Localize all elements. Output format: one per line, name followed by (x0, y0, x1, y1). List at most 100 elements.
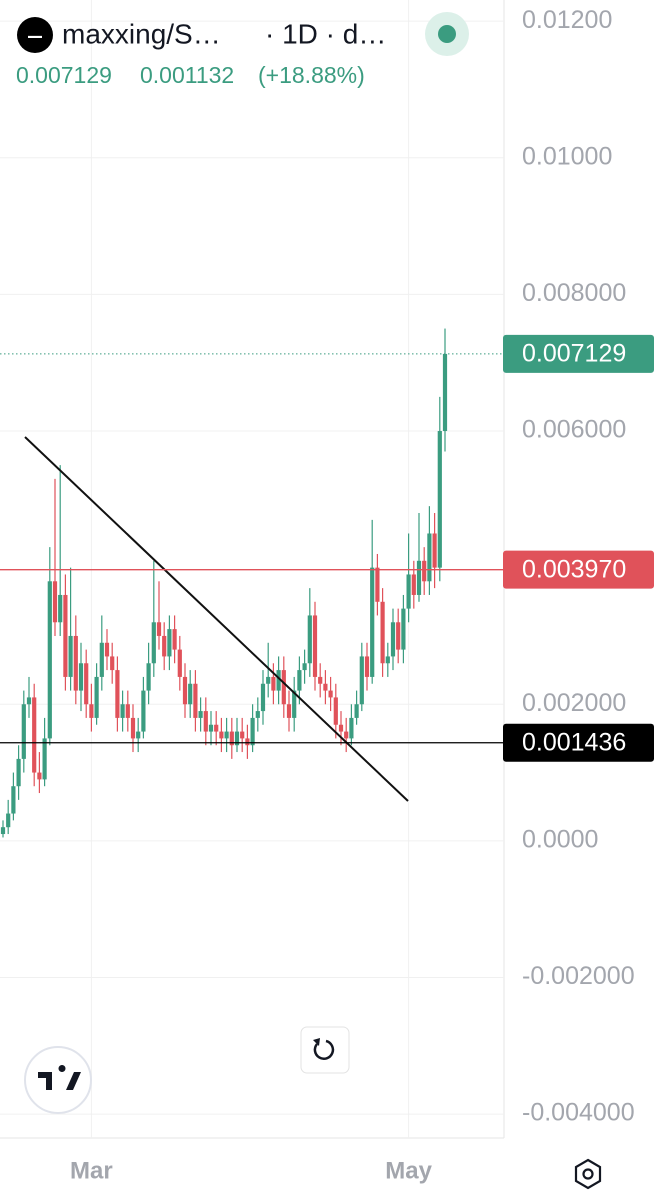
candle-body (146, 663, 151, 691)
candle-body (442, 353, 448, 432)
candle-body (437, 431, 442, 568)
tv-logo-mark (38, 1065, 81, 1090)
candle-body (286, 704, 292, 718)
legend-close: 0.007129 (16, 62, 112, 88)
candle-body (396, 622, 401, 650)
candle-body (359, 656, 364, 705)
candle-body (84, 663, 89, 705)
candle-body (276, 670, 281, 691)
interval[interactable]: · 1D · d… (265, 18, 386, 49)
candle-body (214, 724, 219, 732)
candle-body (302, 663, 307, 671)
candle-body (307, 615, 312, 664)
candle-body (297, 670, 302, 691)
candle-body (349, 717, 354, 739)
candle-body (229, 731, 234, 746)
candle-body (94, 676, 99, 718)
candle-body (203, 711, 208, 732)
candle-body (281, 670, 286, 705)
candle-body (401, 608, 406, 650)
candle-body (99, 642, 104, 677)
candle-body (338, 724, 344, 732)
candle-body (151, 622, 156, 664)
candle-body (266, 676, 271, 684)
candle-body (162, 635, 167, 657)
tv-logo[interactable] (24, 1046, 92, 1114)
candle-body (52, 581, 58, 623)
reset-icon-arrow (313, 1038, 320, 1046)
candle-body (208, 724, 214, 732)
candle-body (63, 594, 68, 677)
candle-body (68, 635, 73, 677)
candle-body (364, 656, 370, 677)
candle-body (427, 533, 432, 582)
y-tick-label: -0.004000 (522, 1099, 635, 1127)
price-label: 0.007129 (522, 340, 626, 368)
settings-icon-center (582, 1168, 594, 1180)
candle-body (47, 581, 52, 739)
candle-body (115, 670, 120, 718)
candle-body (120, 704, 125, 718)
candle-body (271, 676, 276, 691)
candle-body (136, 731, 141, 739)
candle-body (16, 758, 21, 787)
candle-body (328, 690, 333, 698)
symbol-name[interactable]: maxxing/S… (62, 18, 221, 49)
price-label-bg (503, 723, 654, 762)
candle-body (245, 738, 250, 746)
candle-body (104, 642, 110, 657)
trend-line (24, 436, 409, 802)
candle-body (21, 704, 26, 759)
legend-change: 0.001132 (140, 62, 234, 88)
candle-body (219, 731, 224, 739)
candle-body (37, 772, 42, 780)
candle-body (32, 697, 37, 773)
reset-button[interactable] (300, 1026, 350, 1074)
candle-body (58, 594, 63, 623)
candle-body (292, 690, 297, 718)
legend-change-pct: (+18.88%) (258, 62, 365, 88)
candle-body (141, 690, 146, 732)
x-tick-label: Mar (70, 1157, 113, 1184)
candle-body (370, 567, 375, 677)
candle-body (380, 601, 385, 664)
candle-body (177, 649, 182, 677)
symbol-logo-mark: ▬▬ (28, 33, 42, 40)
symbol-logo (17, 17, 53, 53)
y-tick-label: 0.01000 (522, 142, 612, 170)
candle-body (333, 697, 338, 725)
candle-body (323, 683, 328, 691)
x-tick-label: May (385, 1157, 432, 1184)
settings-icon[interactable] (574, 1158, 602, 1190)
candle-body (354, 704, 359, 718)
y-tick-label: 0.002000 (522, 689, 626, 717)
candle-body (130, 717, 136, 739)
y-tick-label: 0.0000 (522, 825, 598, 853)
candle-body (125, 704, 130, 718)
candle-body (26, 697, 32, 705)
candle-body (318, 676, 323, 684)
candle-body (198, 711, 203, 718)
candle-body (224, 731, 229, 739)
candle-body (406, 574, 411, 609)
candle-body (312, 615, 318, 677)
candle-body (182, 676, 188, 705)
candle-body (110, 656, 115, 671)
price-label: 0.003970 (522, 555, 626, 583)
candle-body (385, 656, 390, 664)
candle-body (188, 683, 193, 705)
y-tick-label: 0.008000 (522, 279, 626, 307)
candle-body (193, 683, 198, 718)
candle-body (89, 704, 94, 718)
candle-body (73, 635, 78, 691)
candle-body (416, 560, 422, 595)
y-tick-label: 0.006000 (522, 416, 626, 444)
price-label-bg (503, 550, 654, 589)
price-label-bg (503, 334, 654, 373)
price-label: 0.001436 (522, 728, 626, 756)
y-tick-label: -0.002000 (522, 962, 635, 990)
reset-icon (313, 1039, 335, 1060)
reset-button-bg[interactable] (300, 1026, 350, 1074)
